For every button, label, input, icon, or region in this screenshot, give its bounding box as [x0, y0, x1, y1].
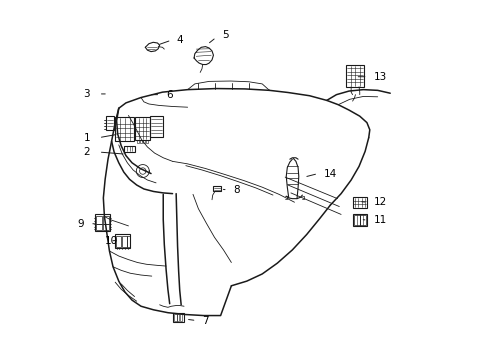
Bar [115, 234, 130, 248]
Text: 14: 14 [324, 168, 337, 179]
Text: 2: 2 [83, 147, 90, 157]
Bar [103, 216, 109, 224]
Bar [180, 314, 182, 320]
Bar [140, 140, 142, 143]
Text: 10: 10 [104, 236, 118, 246]
Bar [146, 140, 148, 143]
Bar [172, 313, 184, 321]
Text: 8: 8 [234, 185, 240, 195]
Bar [353, 215, 367, 226]
Bar [95, 214, 110, 231]
Bar [96, 216, 102, 224]
Bar [354, 215, 360, 225]
Bar [122, 236, 126, 247]
Text: 6: 6 [166, 90, 173, 100]
Bar [135, 117, 149, 140]
Bar [361, 215, 366, 225]
Bar [143, 140, 145, 143]
Bar [127, 236, 129, 247]
Bar [353, 197, 367, 208]
Text: 5: 5 [221, 30, 228, 40]
Bar [137, 140, 139, 143]
Text: 1: 1 [83, 133, 90, 143]
Bar [124, 145, 135, 152]
Text: 9: 9 [78, 219, 84, 229]
Text: 11: 11 [373, 215, 387, 225]
Bar [174, 314, 176, 320]
Text: 7: 7 [202, 316, 209, 325]
Bar [177, 314, 179, 320]
Text: 12: 12 [373, 197, 387, 207]
Text: 13: 13 [373, 72, 387, 82]
Bar [115, 117, 134, 141]
Text: 4: 4 [177, 35, 183, 45]
Bar [116, 236, 121, 247]
Bar [106, 116, 114, 130]
Bar [103, 225, 109, 230]
Bar [346, 65, 364, 87]
Bar [150, 116, 163, 137]
Bar [96, 225, 102, 230]
Bar [214, 186, 221, 192]
Text: 3: 3 [83, 89, 90, 99]
